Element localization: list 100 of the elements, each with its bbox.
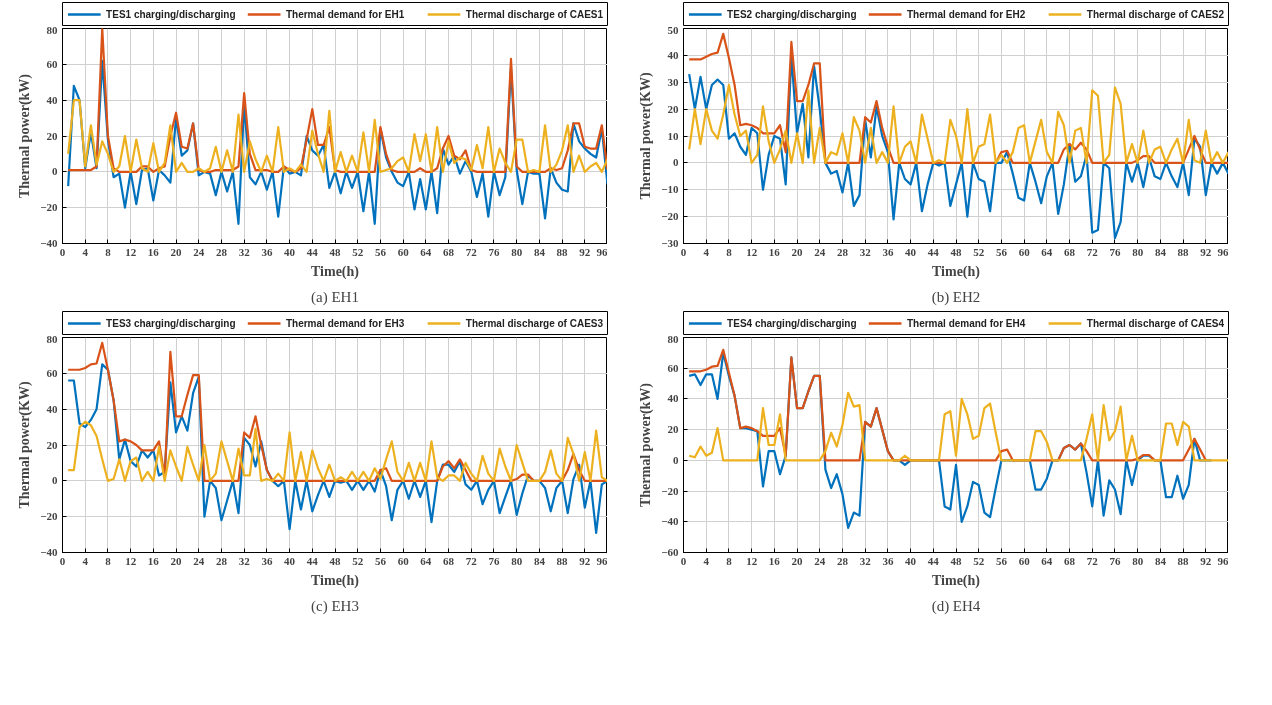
legend-label: TES2 charging/discharging bbox=[727, 9, 857, 20]
legend-label: Thermal demand for EH4 bbox=[906, 318, 1026, 329]
x-tick-label: 92 bbox=[1200, 245, 1212, 258]
x-tick-label: 72 bbox=[465, 554, 478, 567]
y-tick-label: 80 bbox=[667, 332, 679, 345]
x-tick-label: 52 bbox=[352, 554, 364, 567]
y-tick-label: −10 bbox=[661, 183, 679, 196]
legend-label: Thermal demand for EH2 bbox=[906, 9, 1026, 20]
x-tick-label: 56 bbox=[995, 245, 1008, 258]
x-tick-label: 44 bbox=[306, 554, 319, 567]
y-tick-label: 80 bbox=[46, 23, 58, 36]
x-tick-label: 40 bbox=[284, 554, 296, 567]
x-tick-label: 24 bbox=[814, 554, 826, 567]
y-tick-label: 40 bbox=[46, 93, 58, 106]
x-tick-label: 64 bbox=[1041, 245, 1053, 258]
line-series bbox=[688, 391, 1228, 462]
x-tick-label: 48 bbox=[950, 554, 962, 567]
y-tick-label: 20 bbox=[46, 129, 58, 142]
x-tick-label: 76 bbox=[1109, 554, 1121, 567]
x-tick-label: 12 bbox=[746, 245, 758, 258]
x-tick-label: 12 bbox=[746, 554, 758, 567]
legend-label: TES4 charging/discharging bbox=[727, 318, 857, 329]
legend-label: Thermal discharge of CAES3 bbox=[465, 318, 604, 329]
x-tick-label: 36 bbox=[261, 245, 273, 258]
x-tick-label: 36 bbox=[261, 554, 273, 567]
x-tick-label: 64 bbox=[1041, 554, 1053, 567]
x-axis-title: Time(h) bbox=[932, 263, 981, 280]
y-tick-label: −40 bbox=[40, 237, 58, 249]
y-tick-label: −60 bbox=[661, 546, 679, 558]
x-tick-label: 88 bbox=[556, 554, 569, 567]
x-tick-label: 76 bbox=[488, 245, 500, 258]
x-tick-label: 28 bbox=[215, 554, 228, 567]
x-tick-label: 96 bbox=[1217, 245, 1229, 258]
x-tick-label: 68 bbox=[1064, 245, 1076, 258]
text: (a) EH1 bbox=[311, 288, 359, 306]
x-tick-label: 60 bbox=[397, 245, 410, 258]
x-tick-label: 44 bbox=[306, 245, 319, 258]
x-tick-label: 32 bbox=[238, 245, 251, 258]
x-tick-label: 4 bbox=[82, 245, 89, 258]
x-tick-label: 24 bbox=[814, 245, 826, 258]
x-tick-label: 4 bbox=[703, 554, 710, 567]
y-tick-label: 20 bbox=[667, 102, 679, 115]
line-series bbox=[67, 420, 607, 482]
legend-label: Thermal discharge of CAES4 bbox=[1086, 318, 1225, 329]
legend-label: TES3 charging/discharging bbox=[106, 318, 236, 329]
y-tick-label: 0 bbox=[52, 474, 58, 487]
x-tick-label: 20 bbox=[791, 554, 804, 567]
x-tick-label: 52 bbox=[973, 554, 985, 567]
x-tick-label: 48 bbox=[329, 554, 341, 567]
y-tick-label: 40 bbox=[667, 392, 679, 405]
x-tick-label: 12 bbox=[125, 245, 137, 258]
x-tick-label: 20 bbox=[170, 245, 183, 258]
x-tick-label: 96 bbox=[596, 554, 608, 567]
x-tick-label: 28 bbox=[836, 554, 849, 567]
x-tick-label: 56 bbox=[995, 554, 1008, 567]
x-tick-label: 8 bbox=[105, 554, 112, 567]
y-tick-label: 60 bbox=[667, 361, 679, 374]
legend-label: Thermal demand for EH3 bbox=[285, 318, 405, 329]
y-tick-label: −40 bbox=[40, 546, 58, 558]
x-tick-label: 4 bbox=[703, 245, 710, 258]
y-axis-title: Thermal power(KW) bbox=[638, 72, 655, 200]
y-tick-label: −40 bbox=[661, 515, 679, 528]
line-series bbox=[67, 363, 607, 534]
text: (b) EH2 bbox=[931, 288, 981, 306]
x-tick-label: 16 bbox=[768, 245, 781, 258]
line-series bbox=[67, 341, 607, 482]
x-tick-label: 44 bbox=[927, 245, 940, 258]
x-tick-label: 92 bbox=[579, 554, 591, 567]
x-tick-label: 60 bbox=[1018, 554, 1031, 567]
text: (c) EH3 bbox=[311, 597, 359, 615]
x-tick-label: 88 bbox=[1177, 554, 1190, 567]
x-tick-label: 84 bbox=[1154, 554, 1167, 567]
x-tick-label: 88 bbox=[1177, 245, 1190, 258]
x-tick-label: 72 bbox=[1086, 245, 1099, 258]
x-tick-label: 72 bbox=[465, 245, 478, 258]
x-tick-label: 28 bbox=[215, 245, 228, 258]
y-tick-label: 80 bbox=[46, 332, 58, 345]
y-tick-label: −20 bbox=[661, 210, 679, 223]
x-tick-label: 32 bbox=[859, 554, 872, 567]
x-tick-label: 56 bbox=[374, 554, 387, 567]
line-series bbox=[67, 59, 607, 225]
y-tick-label: 40 bbox=[667, 48, 679, 61]
y-tick-label: 40 bbox=[46, 402, 58, 415]
x-tick-label: 80 bbox=[1132, 245, 1144, 258]
x-tick-label: 4 bbox=[82, 554, 89, 567]
y-tick-label: 50 bbox=[667, 23, 679, 36]
x-tick-label: 80 bbox=[1132, 554, 1144, 567]
x-tick-label: 40 bbox=[905, 245, 917, 258]
y-tick-label: −20 bbox=[40, 510, 58, 523]
x-tick-label: 80 bbox=[511, 245, 523, 258]
x-tick-label: 64 bbox=[420, 554, 432, 567]
x-tick-label: 60 bbox=[1018, 245, 1031, 258]
x-tick-label: 8 bbox=[726, 245, 733, 258]
y-tick-label: 0 bbox=[673, 156, 679, 169]
x-tick-label: 84 bbox=[1154, 245, 1167, 258]
x-tick-label: 28 bbox=[836, 245, 849, 258]
legend-label: Thermal discharge of CAES1 bbox=[465, 9, 604, 20]
y-tick-label: 20 bbox=[46, 438, 58, 451]
x-tick-label: 64 bbox=[420, 245, 432, 258]
x-tick-label: 76 bbox=[488, 554, 500, 567]
